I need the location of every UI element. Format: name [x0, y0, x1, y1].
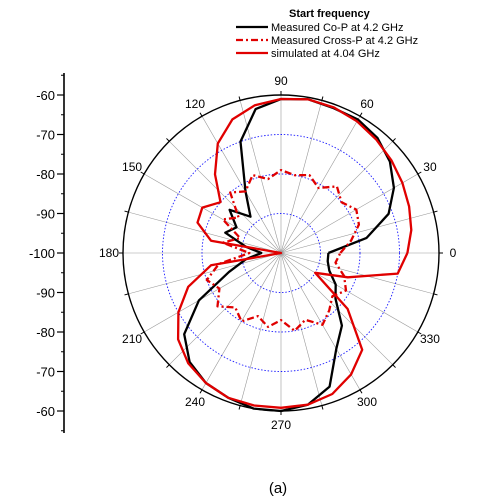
grid-spoke [280, 211, 434, 254]
radial-tick-label: -60 [36, 88, 55, 103]
grid-ring [241, 213, 321, 293]
ring-tick [359, 389, 363, 394]
grid-spoke [144, 252, 282, 333]
ring-tick [359, 112, 363, 117]
ring-tick [124, 210, 129, 213]
angle-tick-label: 90 [274, 74, 288, 88]
grid-spoke [128, 252, 282, 295]
radial-tick-label: -80 [36, 167, 55, 182]
series-layer [176, 97, 413, 413]
grid-ring [201, 173, 361, 333]
angle-tick-label: 330 [420, 332, 440, 346]
series-line-2 [205, 168, 361, 332]
radial-tick-label: -70 [36, 365, 55, 380]
grid-spoke [280, 252, 418, 333]
ring-tick [321, 405, 324, 410]
ring-tick [238, 405, 241, 410]
legend-label: simulated at 4.04 GHz [271, 48, 380, 60]
ring-tick [140, 331, 145, 335]
radial-tick-label: -60 [36, 404, 55, 419]
ring-tick [199, 389, 203, 394]
figure-caption: (a) [269, 480, 287, 497]
legend-label: Measured Cross-P at 4.2 GHz [271, 35, 418, 47]
grid-spoke [144, 173, 282, 254]
angle-tick-label: 60 [360, 97, 374, 111]
radial-tick-label: -70 [36, 128, 55, 143]
ring-tick [124, 293, 129, 296]
legend-title: Start frequency [289, 8, 371, 20]
grid-spoke [280, 173, 418, 254]
ring-tick [238, 96, 241, 101]
series-line-3 [176, 97, 413, 409]
grid-spoke [169, 141, 282, 254]
radial-tick-label: -90 [36, 286, 55, 301]
ring-tick [166, 138, 170, 142]
polar-grid [119, 91, 443, 415]
grid-spoke [239, 252, 282, 406]
angle-tick-label: 120 [185, 97, 205, 111]
radial-axis: -60 -70 -80 -90 -100 -90 -80 -70 -60 [29, 73, 65, 433]
legend: Start frequency Measured Co-P at 4.2 GHz… [236, 8, 418, 60]
grid-spoke [280, 100, 323, 254]
ring-tick [392, 138, 396, 142]
ring-tick [433, 210, 438, 213]
ring-tick [140, 171, 145, 175]
angle-tick-label: 210 [122, 332, 142, 346]
ring-tick [166, 364, 170, 368]
angle-tick-label: 180 [99, 246, 119, 260]
angle-tick-label: 240 [185, 395, 205, 409]
angle-tick-label: 30 [423, 160, 437, 174]
radial-tick-label: -100 [29, 246, 55, 261]
angle-tick-labels: 0 30 60 90 120 150 180 210 240 270 300 330 [99, 74, 457, 432]
angle-tick-label: 270 [271, 418, 291, 432]
ring-tick [417, 171, 422, 175]
grid-ring [162, 134, 400, 372]
ring-tick [321, 96, 324, 101]
ring-tick [199, 112, 203, 117]
legend-label: Measured Co-P at 4.2 GHz [271, 22, 403, 34]
ring-tick [433, 293, 438, 296]
radial-tick-label: -90 [36, 207, 55, 222]
angle-tick-label: 300 [357, 395, 377, 409]
angle-tick-label: 150 [122, 160, 142, 174]
ring-tick [417, 331, 422, 335]
radial-tick-label: -80 [36, 325, 55, 340]
angle-tick-label: 0 [450, 246, 457, 260]
series-line-1 [183, 97, 396, 413]
ring-tick [392, 364, 396, 368]
